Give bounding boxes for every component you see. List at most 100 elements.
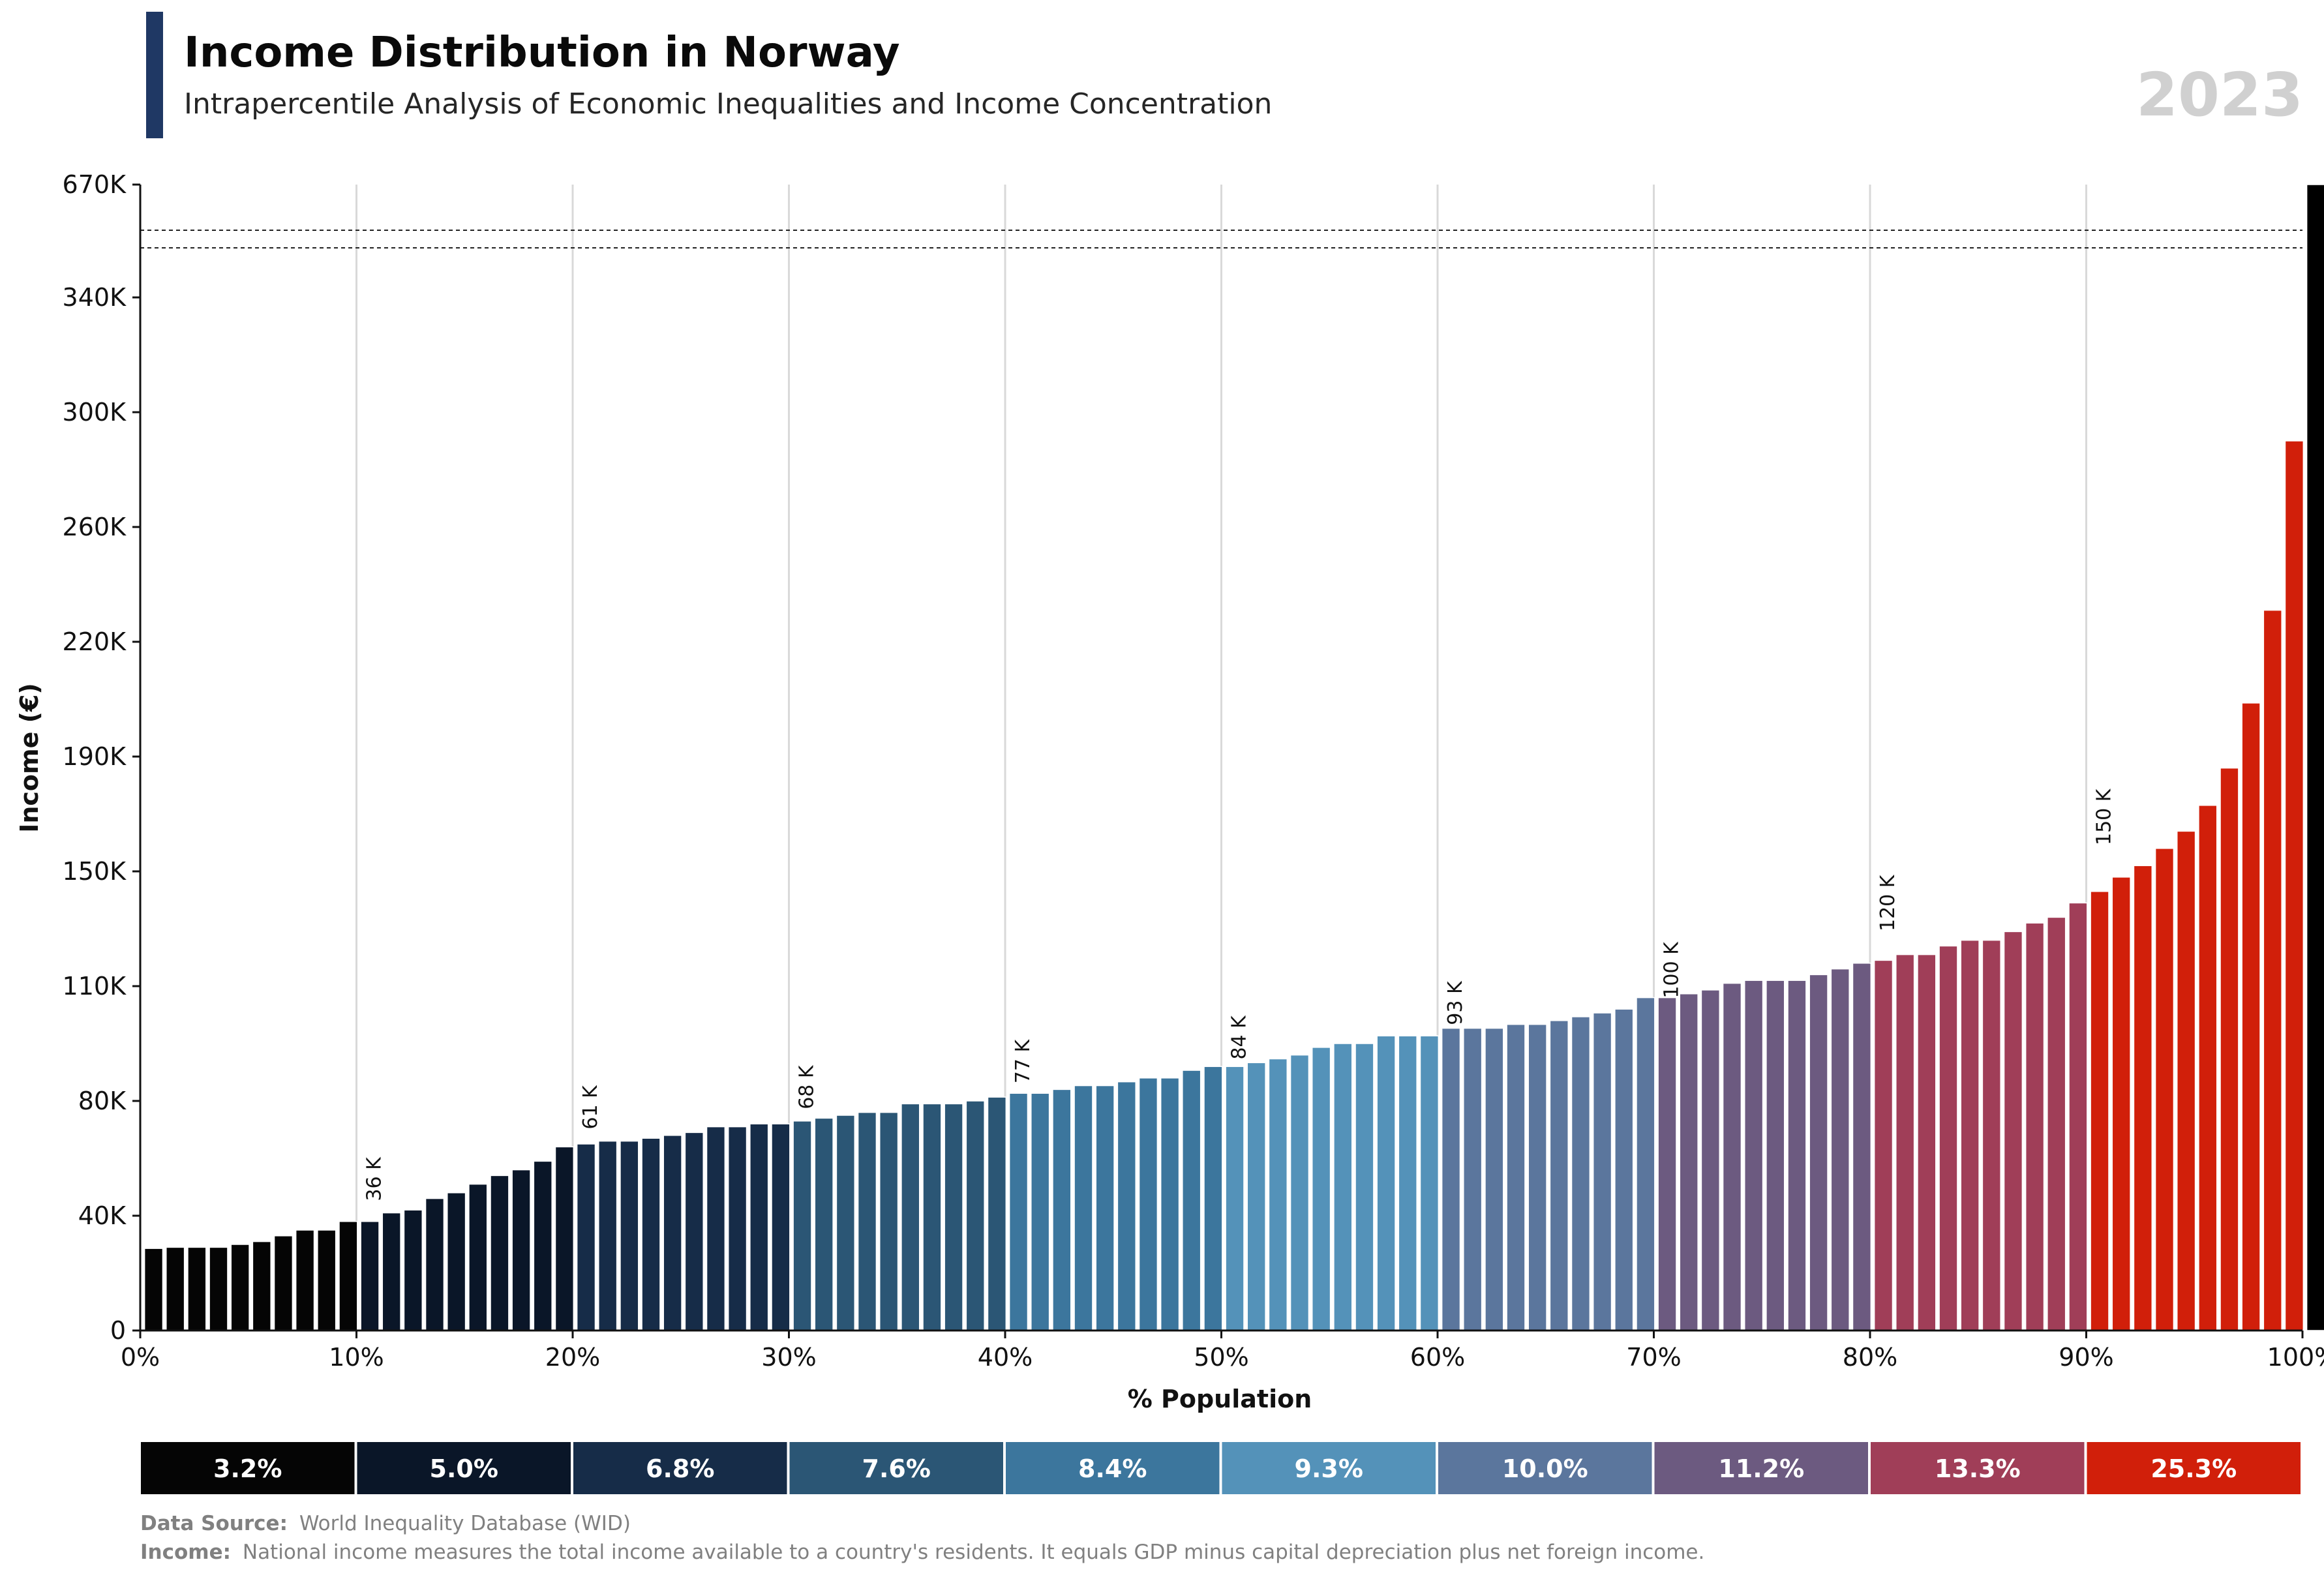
x-tick-label: 50% — [1194, 1343, 1248, 1372]
bar-p58 — [1376, 1035, 1396, 1331]
bar-p37 — [922, 1103, 942, 1331]
bar-p32 — [814, 1117, 834, 1331]
chart-title: Income Distribution in Norway — [184, 29, 900, 77]
bar-p80 — [1852, 963, 1872, 1331]
y-tick-label: 340K — [63, 283, 127, 312]
chart-subtitle: Intrapercentile Analysis of Economic Ine… — [184, 87, 1273, 121]
share-label-decile-2: 5.0% — [430, 1454, 498, 1483]
decile-label-90: 150 K — [2093, 788, 2116, 845]
share-cell-decile-3 — [572, 1441, 789, 1496]
bar-p5 — [230, 1244, 250, 1331]
share-label-decile-3: 6.8% — [646, 1454, 714, 1483]
bar-p25 — [663, 1135, 682, 1331]
bar-p1 — [143, 1248, 164, 1331]
share-cell-decile-9 — [1869, 1441, 2086, 1496]
bar-p43 — [1052, 1089, 1072, 1331]
bar-p47 — [1138, 1077, 1158, 1331]
bar-p90 — [2068, 902, 2088, 1331]
bar-p36 — [901, 1103, 920, 1331]
bar-p10 — [339, 1221, 358, 1331]
decile-share-strip: 3.2% 5.0% 6.8% 7.6% 8.4% 9.3% 10.0% 11.2% 13.3% 2… — [140, 1441, 2302, 1496]
bar-p33 — [836, 1115, 856, 1331]
share-label-decile-9: 13.3% — [1935, 1454, 2021, 1483]
bar-p39 — [965, 1100, 985, 1331]
bar-p59 — [1398, 1035, 1417, 1331]
decile-label-80: 120 K — [1877, 874, 1899, 931]
x-tick-label: 0% — [121, 1343, 160, 1372]
bar-p89 — [2047, 916, 2066, 1331]
share-cell-decile-4 — [788, 1441, 1004, 1496]
share-label-decile-5: 8.4% — [1078, 1454, 1147, 1483]
bar-p85 — [1960, 939, 1980, 1331]
y-tick-label: 670K — [63, 170, 127, 199]
bar-p8 — [295, 1229, 315, 1331]
decile-value-labels: 36 K 61 K 68 K 77 K 84 K 93 K 100 K 120 K 150 K — [363, 788, 2116, 1201]
bar-p87 — [2003, 931, 2023, 1331]
bar-p75 — [1743, 980, 1764, 1331]
share-cell-decile-10 — [2085, 1441, 2302, 1496]
bar-p74 — [1722, 982, 1742, 1331]
bar-p4 — [209, 1246, 228, 1331]
y-tick-label: 150K — [63, 857, 127, 886]
bar-p14 — [425, 1197, 445, 1331]
bar-p44 — [1074, 1085, 1093, 1331]
y-axis-label: Income (€) — [15, 683, 44, 833]
bar-p26 — [684, 1132, 704, 1331]
share-cell-decile-8 — [1653, 1441, 1869, 1496]
bar-p63 — [1485, 1027, 1504, 1331]
share-cell-decile-6 — [1220, 1441, 1437, 1496]
bar-p51 — [1225, 1066, 1245, 1331]
bar-p69 — [1614, 1008, 1634, 1331]
y-tick-label: 110K — [63, 972, 127, 1000]
bar-p24 — [641, 1137, 661, 1331]
bar-p62 — [1463, 1027, 1483, 1331]
bar-p78 — [1809, 974, 1828, 1331]
bar-p27 — [706, 1126, 726, 1331]
bar-p64 — [1506, 1023, 1526, 1331]
bar-p46 — [1117, 1081, 1136, 1331]
bar-p52 — [1246, 1062, 1266, 1331]
bar-p22 — [598, 1140, 618, 1331]
bar-p71 — [1657, 997, 1677, 1331]
source-text: World Inequality Database (WID) — [299, 1512, 631, 1535]
bar-p34 — [857, 1111, 877, 1331]
x-tick-label: 10% — [329, 1343, 384, 1372]
y-tick-label: 260K — [63, 513, 127, 541]
bar-p72 — [1679, 993, 1698, 1331]
bars — [143, 184, 2324, 1331]
footer-income-note: Income: National income measures the tot… — [140, 1541, 1704, 1564]
bar-p68 — [1592, 1012, 1612, 1331]
bar-p13 — [403, 1209, 423, 1331]
bar-p21 — [576, 1143, 596, 1331]
gridlines — [355, 185, 2087, 1331]
bar-p50 — [1203, 1066, 1223, 1331]
y-tick-label: 0 — [110, 1316, 126, 1345]
bar-p54 — [1290, 1054, 1310, 1331]
bar-p92 — [2111, 877, 2131, 1331]
bar-p88 — [2025, 922, 2045, 1331]
bar-p41 — [1008, 1092, 1029, 1331]
bar-p11 — [360, 1221, 380, 1331]
share-label-decile-7: 10.0% — [1502, 1454, 1588, 1483]
y-tick-label: 300K — [63, 398, 127, 427]
x-tick-label: 90% — [2059, 1343, 2113, 1372]
bar-p16 — [468, 1183, 488, 1331]
bar-p12 — [382, 1212, 401, 1331]
bar-p98 — [2241, 702, 2261, 1331]
decile-label-50: 84 K — [1228, 1015, 1251, 1060]
bar-p20 — [554, 1146, 575, 1331]
bar-p83 — [1917, 954, 1937, 1331]
x-tick-label: 70% — [1626, 1343, 1681, 1372]
bar-p30 — [771, 1123, 791, 1331]
bar-p86 — [1982, 939, 2001, 1331]
bar-p65 — [1528, 1023, 1547, 1331]
bar-p42 — [1031, 1092, 1050, 1331]
bar-p79 — [1830, 968, 1850, 1331]
year-label: 2023 — [2135, 60, 2303, 130]
bar-p19 — [533, 1160, 552, 1331]
bar-p45 — [1095, 1085, 1115, 1331]
x-axis-label: % Population — [1128, 1385, 1312, 1413]
bar-p91 — [2090, 891, 2109, 1331]
